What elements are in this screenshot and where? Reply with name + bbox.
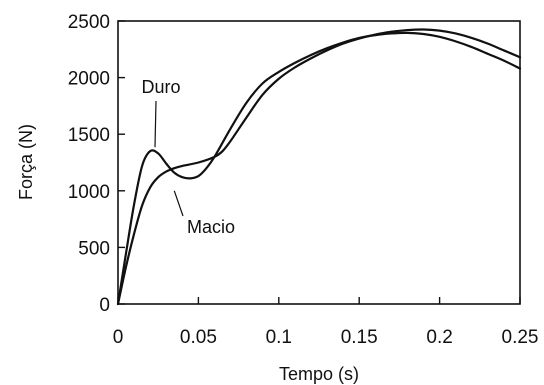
series-line-macio <box>116 28 522 306</box>
series-line-duro <box>116 31 522 306</box>
x-axis: 0 0.05 0.1 0.15 0.2 0.25 <box>113 297 539 348</box>
annotation-label-duro: Duro <box>141 77 180 97</box>
annotation-leader-duro <box>154 100 157 148</box>
y-tick-label: 500 <box>78 238 110 259</box>
y-tick-label: 1000 <box>68 182 110 203</box>
plot-frame <box>117 20 521 305</box>
x-tick-label: 0 <box>113 327 124 348</box>
y-tick-label: 0 <box>99 295 110 316</box>
x-tick-label: 0.25 <box>502 327 539 348</box>
annotation-leader-macio <box>173 190 184 217</box>
annotations: Duro Macio <box>141 77 235 237</box>
annotation-label-macio: Macio <box>187 217 235 237</box>
y-tick-label: 2500 <box>68 12 110 33</box>
y-tick-label: 2000 <box>68 69 110 90</box>
series-group <box>116 28 522 306</box>
x-tick-label: 0.05 <box>180 327 217 348</box>
y-axis-title: Força (N) <box>16 124 36 200</box>
y-tick-label: 1500 <box>68 125 110 146</box>
x-tick-label: 0.2 <box>426 327 452 348</box>
y-axis: 0 500 1000 1500 2000 2500 <box>68 12 125 316</box>
x-axis-title: Tempo (s) <box>279 364 359 384</box>
x-tick-label: 0.1 <box>266 327 292 348</box>
x-tick-label: 0.15 <box>341 327 378 348</box>
